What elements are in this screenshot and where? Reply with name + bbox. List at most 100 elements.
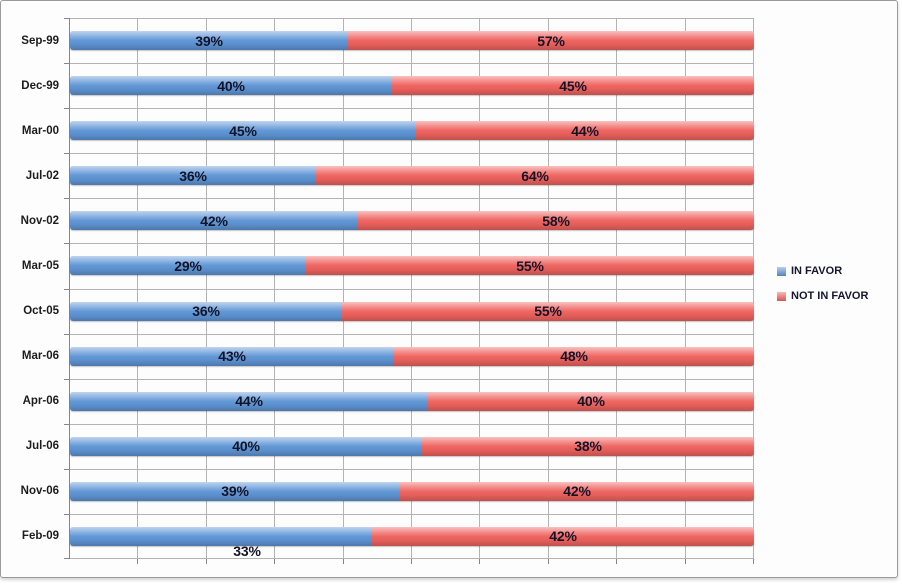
y-axis-tick: [64, 469, 69, 470]
not-in-favor-segment[interactable]: [393, 347, 754, 366]
category-label: Jul-06: [25, 440, 59, 452]
bar-value-label: 29%: [174, 258, 202, 274]
not-in-favor-segment[interactable]: [416, 121, 754, 140]
y-axis-tick: [64, 63, 69, 64]
in-favor-segment[interactable]: [70, 482, 399, 501]
horizontal-gridline: [70, 514, 754, 515]
bar-row: [70, 302, 754, 321]
bar-value-label: 40%: [217, 78, 245, 94]
horizontal-gridline: [70, 424, 754, 425]
legend-item[interactable]: NOT IN FAVOR: [777, 290, 868, 302]
y-axis-tick: [64, 334, 69, 335]
bar-value-label: 40%: [232, 438, 260, 454]
y-axis-tick: [64, 514, 69, 515]
not-in-favor-segment[interactable]: [341, 302, 754, 321]
not-in-favor-segment[interactable]: [348, 31, 754, 50]
y-axis-line: [69, 18, 70, 559]
horizontal-gridline: [70, 108, 754, 109]
y-axis-tick: [64, 379, 69, 380]
bar-row: [70, 392, 754, 411]
in-favor-segment[interactable]: [70, 76, 392, 95]
bar-row: [70, 166, 754, 185]
bar-value-label: 57%: [537, 33, 565, 49]
not-in-favor-segment[interactable]: [357, 211, 754, 230]
category-label: Nov-06: [20, 485, 59, 497]
vertical-gridline: [137, 18, 138, 559]
x-axis-tick: [685, 559, 686, 564]
y-axis-tick: [64, 198, 69, 199]
bar-row: [70, 31, 754, 50]
bar-value-label: 55%: [534, 303, 562, 319]
category-label: Nov-02: [20, 215, 59, 227]
horizontal-gridline: [70, 153, 754, 154]
bar-value-label: 40%: [577, 393, 605, 409]
category-label: Dec-99: [21, 80, 59, 92]
bar-row: [70, 527, 754, 546]
x-axis-tick: [548, 559, 549, 564]
in-favor-segment[interactable]: [70, 527, 371, 546]
plot-area: 39% 57% 40% 45% 45% 44% 36% 64% 42% 58% 29% 55% 36% 5…: [64, 18, 754, 564]
in-favor-segment[interactable]: [70, 437, 421, 456]
bar-value-label: 42%: [200, 213, 228, 229]
in-favor-segment[interactable]: [70, 121, 416, 140]
bar-row: [70, 437, 754, 456]
x-axis-tick: [206, 559, 207, 564]
in-favor-segment[interactable]: [70, 347, 393, 366]
bar-row: [70, 256, 754, 275]
bar-value-label: 33%: [233, 543, 261, 559]
legend-label: IN FAVOR: [791, 265, 843, 277]
in-favor-segment[interactable]: [70, 302, 341, 321]
bar-value-label: 39%: [221, 483, 249, 499]
not-in-favor-segment[interactable]: [371, 527, 754, 546]
vertical-gridline: [616, 18, 617, 559]
legend-marker-not-in-favor: [777, 291, 786, 301]
not-in-favor-segment[interactable]: [428, 392, 754, 411]
horizontal-gridline: [70, 198, 754, 199]
horizontal-gridline: [70, 63, 754, 64]
bar-row: [70, 76, 754, 95]
bar-value-label: 45%: [559, 78, 587, 94]
vertical-gridline: [206, 18, 207, 559]
bar-value-label: 55%: [516, 258, 544, 274]
x-axis-tick: [479, 559, 480, 564]
not-in-favor-segment[interactable]: [392, 76, 754, 95]
y-axis-tick: [64, 558, 69, 559]
x-axis-tick: [343, 559, 344, 564]
y-axis-tick: [64, 289, 69, 290]
vertical-gridline: [548, 18, 549, 559]
bar-value-label: 48%: [560, 348, 588, 364]
bar-value-label: 45%: [229, 123, 257, 139]
bar-row: [70, 211, 754, 230]
y-axis-tick: [64, 18, 69, 19]
y-axis-tick: [64, 243, 69, 244]
in-favor-segment[interactable]: [70, 166, 316, 185]
category-label: Mar-06: [21, 350, 59, 362]
horizontal-gridline: [70, 379, 754, 380]
not-in-favor-segment[interactable]: [316, 166, 754, 185]
vertical-gridline: [411, 18, 412, 559]
bar-value-label: 42%: [549, 528, 577, 544]
bar-value-label: 36%: [192, 303, 220, 319]
not-in-favor-segment[interactable]: [421, 437, 754, 456]
x-axis-tick: [274, 559, 275, 564]
not-in-favor-segment[interactable]: [399, 482, 754, 501]
bar-value-label: 64%: [521, 168, 549, 184]
bar-value-label: 39%: [195, 33, 223, 49]
in-favor-segment[interactable]: [70, 211, 357, 230]
category-label: Feb-09: [21, 530, 59, 542]
legend: IN FAVOR NOT IN FAVOR: [777, 265, 868, 315]
legend-item[interactable]: IN FAVOR: [777, 265, 868, 277]
horizontal-gridline: [70, 289, 754, 290]
in-favor-segment[interactable]: [70, 392, 428, 411]
bar-value-label: 58%: [542, 213, 570, 229]
y-axis-tick: [64, 108, 69, 109]
bar-value-label: 44%: [235, 393, 263, 409]
in-favor-segment[interactable]: [70, 256, 306, 275]
bar-value-label: 43%: [218, 348, 246, 364]
bar-value-label: 36%: [179, 168, 207, 184]
in-favor-segment[interactable]: [70, 31, 348, 50]
horizontal-gridline: [70, 18, 754, 19]
y-axis-tick: [64, 424, 69, 425]
not-in-favor-segment[interactable]: [306, 256, 754, 275]
